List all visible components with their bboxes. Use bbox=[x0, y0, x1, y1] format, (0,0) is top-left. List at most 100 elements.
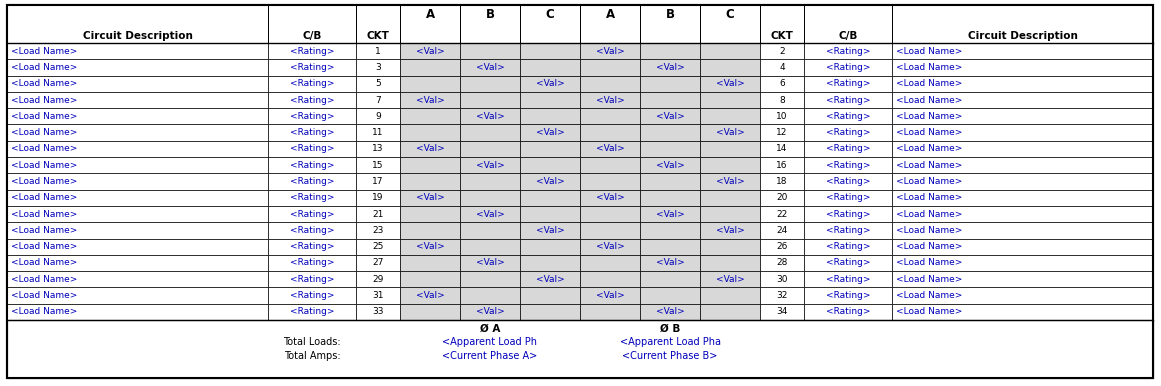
Bar bbox=[760, 108, 805, 124]
Bar bbox=[401, 141, 460, 157]
Bar bbox=[460, 59, 520, 76]
Bar bbox=[356, 271, 401, 288]
Bar bbox=[892, 76, 1153, 92]
Text: 9: 9 bbox=[375, 112, 381, 121]
Bar bbox=[401, 222, 460, 239]
Bar bbox=[460, 43, 520, 59]
Bar bbox=[7, 5, 268, 43]
Text: <Load Name>: <Load Name> bbox=[896, 210, 962, 218]
Bar bbox=[805, 5, 892, 43]
Bar bbox=[805, 157, 892, 173]
Text: <Rating>: <Rating> bbox=[825, 242, 871, 251]
Bar bbox=[700, 59, 760, 76]
Bar bbox=[356, 108, 401, 124]
Bar bbox=[580, 59, 640, 76]
Bar bbox=[580, 304, 640, 320]
Text: A: A bbox=[425, 8, 434, 22]
Bar bbox=[640, 255, 700, 271]
Bar bbox=[700, 92, 760, 108]
Bar bbox=[520, 124, 580, 141]
Bar bbox=[7, 173, 268, 190]
Bar bbox=[580, 124, 640, 141]
Text: <Rating>: <Rating> bbox=[825, 275, 871, 284]
Bar bbox=[805, 239, 892, 255]
Bar bbox=[520, 157, 580, 173]
Text: 1: 1 bbox=[375, 47, 381, 56]
Bar bbox=[892, 222, 1153, 239]
Bar bbox=[268, 76, 356, 92]
Bar bbox=[460, 222, 520, 239]
Text: <Val>: <Val> bbox=[416, 242, 445, 251]
Text: 29: 29 bbox=[373, 275, 383, 284]
Text: <Val>: <Val> bbox=[535, 128, 564, 137]
Bar bbox=[460, 271, 520, 288]
Text: 31: 31 bbox=[373, 291, 384, 300]
Text: Ø B: Ø B bbox=[659, 324, 680, 334]
Bar bbox=[700, 222, 760, 239]
Bar bbox=[520, 271, 580, 288]
Text: <Val>: <Val> bbox=[476, 307, 504, 317]
Text: <Val>: <Val> bbox=[596, 47, 625, 56]
Bar bbox=[580, 141, 640, 157]
Text: Total Amps:: Total Amps: bbox=[283, 351, 340, 361]
Bar bbox=[268, 190, 356, 206]
Bar bbox=[892, 255, 1153, 271]
Text: 28: 28 bbox=[777, 259, 787, 267]
Bar bbox=[7, 255, 268, 271]
Text: C/B: C/B bbox=[838, 31, 858, 41]
Bar bbox=[805, 255, 892, 271]
Text: <Current Phase A>: <Current Phase A> bbox=[442, 351, 538, 361]
Text: <Val>: <Val> bbox=[416, 193, 445, 202]
Bar bbox=[268, 271, 356, 288]
Text: <Val>: <Val> bbox=[596, 144, 625, 153]
Text: <Val>: <Val> bbox=[476, 112, 504, 121]
Bar bbox=[892, 206, 1153, 222]
Bar bbox=[580, 92, 640, 108]
Bar bbox=[401, 5, 460, 43]
Text: <Load Name>: <Load Name> bbox=[10, 79, 78, 88]
Text: <Val>: <Val> bbox=[656, 161, 684, 170]
Text: 26: 26 bbox=[777, 242, 787, 251]
Bar bbox=[892, 190, 1153, 206]
Bar bbox=[268, 5, 356, 43]
Bar bbox=[805, 173, 892, 190]
Bar bbox=[520, 5, 580, 43]
Bar bbox=[356, 173, 401, 190]
Text: CKT: CKT bbox=[771, 31, 793, 41]
Bar bbox=[892, 5, 1153, 43]
Bar bbox=[460, 190, 520, 206]
Text: <Rating>: <Rating> bbox=[825, 128, 871, 137]
Bar bbox=[268, 108, 356, 124]
Text: <Rating>: <Rating> bbox=[290, 128, 334, 137]
Text: <Rating>: <Rating> bbox=[290, 95, 334, 105]
Bar bbox=[268, 141, 356, 157]
Text: 23: 23 bbox=[373, 226, 383, 235]
Bar bbox=[7, 76, 268, 92]
Text: <Apparent Load Ph: <Apparent Load Ph bbox=[442, 337, 538, 347]
Text: 25: 25 bbox=[373, 242, 383, 251]
Bar bbox=[640, 173, 700, 190]
Text: <Load Name>: <Load Name> bbox=[10, 144, 78, 153]
Bar bbox=[760, 59, 805, 76]
Bar bbox=[520, 239, 580, 255]
Text: 21: 21 bbox=[373, 210, 383, 218]
Text: <Load Name>: <Load Name> bbox=[896, 128, 962, 137]
Text: <Load Name>: <Load Name> bbox=[896, 259, 962, 267]
Bar bbox=[805, 288, 892, 304]
Bar bbox=[700, 124, 760, 141]
Text: B: B bbox=[485, 8, 495, 22]
Bar bbox=[760, 222, 805, 239]
Text: <Rating>: <Rating> bbox=[290, 193, 334, 202]
Bar bbox=[700, 5, 760, 43]
Bar bbox=[268, 59, 356, 76]
Bar bbox=[700, 255, 760, 271]
Bar bbox=[7, 222, 268, 239]
Text: <Rating>: <Rating> bbox=[290, 291, 334, 300]
Bar bbox=[892, 108, 1153, 124]
Bar bbox=[7, 92, 268, 108]
Text: 19: 19 bbox=[373, 193, 384, 202]
Bar bbox=[760, 255, 805, 271]
Text: <Load Name>: <Load Name> bbox=[10, 242, 78, 251]
Text: <Rating>: <Rating> bbox=[290, 259, 334, 267]
Bar bbox=[520, 288, 580, 304]
